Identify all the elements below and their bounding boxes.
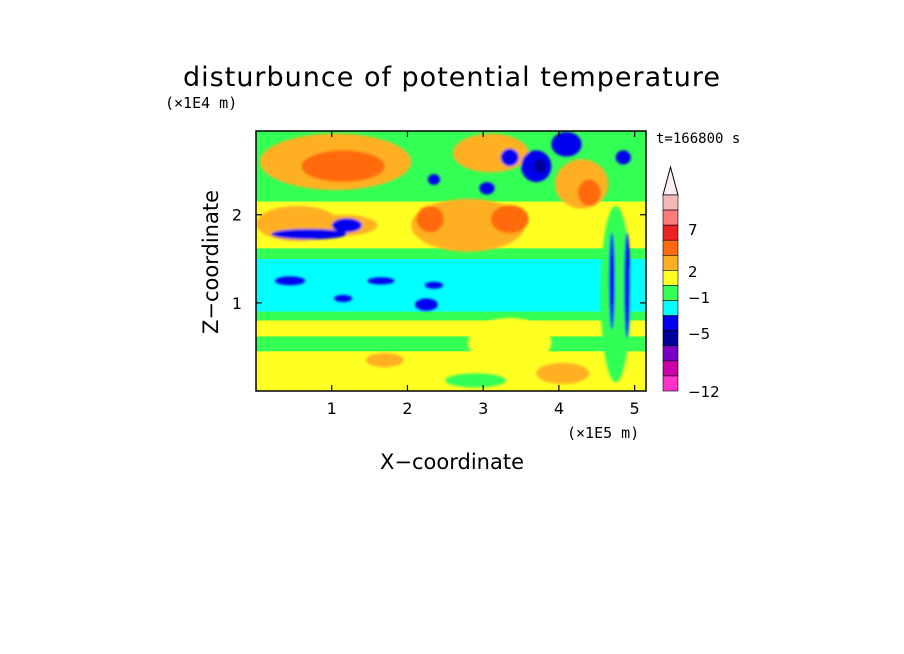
y-axis-title: Z−coordinate: [199, 190, 223, 334]
contour-blob-13: [331, 218, 363, 233]
y-axis: 12: [232, 206, 646, 313]
plot-frame: [255, 130, 647, 392]
contour-band-1: [256, 336, 646, 352]
colorbar-label: −1: [688, 289, 710, 307]
contour-blob-37: [445, 373, 506, 388]
y-tick-label: 1: [232, 294, 242, 313]
contour-band-2: [256, 320, 646, 337]
contour-blob-26: [615, 150, 631, 165]
colorbar-segment: [662, 360, 679, 377]
colorbar-segment: [662, 224, 679, 241]
contour-blob-32: [468, 317, 552, 368]
x-axis: 1 2 3 4 5: [327, 131, 640, 418]
contour-blob-23: [500, 148, 519, 167]
contour-blob-38: [365, 353, 404, 368]
colorbar-label: 7: [688, 221, 698, 239]
contour-blob-24: [427, 174, 441, 185]
y-tick-label: 2: [232, 206, 242, 225]
colorbar-label: 2: [688, 263, 698, 281]
contour-blob-9: [301, 150, 385, 183]
colorbar-segment: [662, 330, 679, 347]
x-axis-title: X−coordinate: [380, 450, 524, 474]
x-tick-label: 3: [478, 399, 488, 418]
plot-area: [256, 131, 646, 391]
x-tick-label: 1: [327, 399, 337, 418]
contour-blob-25: [479, 182, 495, 195]
colorbar-segment: [662, 315, 679, 331]
colorbar-label: −5: [688, 325, 710, 343]
colorbar-segment: [662, 375, 679, 392]
colorbar-segment: [662, 300, 679, 316]
colorbar-segment: [662, 209, 679, 226]
x-scale-label: (×1E5 m): [567, 424, 639, 442]
contour-blob-15: [490, 205, 529, 234]
x-tick-label: 5: [630, 399, 640, 418]
contour-blob-28: [367, 277, 395, 285]
chart-title: disturbunce of potential temperature: [183, 62, 721, 93]
contour-blob-30: [415, 298, 438, 311]
contour-band-4: [256, 258, 646, 312]
contour-blob-27: [274, 276, 306, 286]
contour-blob-22: [551, 131, 582, 157]
y-scale-label: (×1E4 m): [165, 94, 237, 112]
contour-blob-16: [416, 205, 444, 233]
colorbar: 7 2 −1 −5 −12: [662, 165, 720, 401]
colorbar-segment: [662, 239, 679, 256]
colorbar-segment: [662, 285, 679, 301]
colorbar-label: −12: [688, 383, 720, 401]
contour-band-3: [256, 311, 646, 321]
colorbar-segment: [662, 345, 679, 362]
colorbar-segment: [662, 255, 679, 271]
colorbar-extend-arrow: [662, 165, 679, 196]
contour-features: [256, 131, 631, 388]
contour-blob-33: [600, 205, 631, 383]
contour-blob-12: [271, 228, 347, 240]
x-tick-label: 2: [402, 399, 412, 418]
contour-blob-35: [624, 232, 631, 339]
contour-blob-34: [608, 232, 615, 330]
time-label: t=166800 s: [656, 131, 740, 147]
contour-blob-19: [577, 179, 601, 206]
colorbar-segment: [662, 194, 679, 211]
contour-blob-29: [424, 281, 444, 289]
contour-blob-21: [533, 159, 547, 174]
contour-band-5: [256, 248, 646, 259]
colorbar-segment: [662, 270, 679, 286]
contour-blob-36: [536, 362, 590, 384]
x-tick-label: 4: [554, 399, 564, 418]
contour-blob-31: [334, 294, 353, 302]
